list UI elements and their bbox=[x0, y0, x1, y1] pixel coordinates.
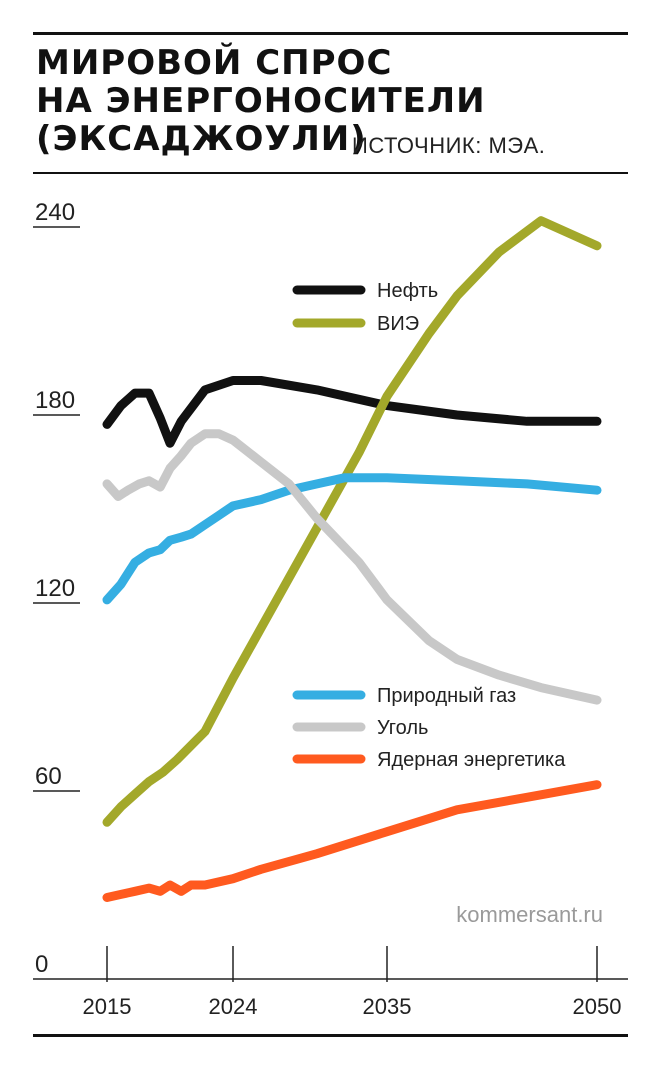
x-tick-label: 2050 bbox=[573, 994, 622, 1019]
x-axis: 2015 2024 2035 2050 bbox=[33, 946, 628, 1019]
legend-label: Нефть bbox=[377, 280, 438, 302]
title-line-1: МИРОВОЙ СПРОС bbox=[36, 43, 393, 83]
x-tick-label: 2035 bbox=[363, 994, 412, 1019]
x-tick-label: 2024 bbox=[209, 994, 258, 1019]
x-tick-label: 2015 bbox=[83, 994, 132, 1019]
y-axis-ticks: 0 60 120 180 240 bbox=[33, 199, 80, 978]
title-line-3: (ЭКСАДЖОУЛИ) bbox=[36, 119, 367, 159]
series-line bbox=[102, 376, 602, 448]
chart-title: МИРОВОЙ СПРОС НА ЭНЕРГОНОСИТЕЛИ (ЭКСАДЖО… bbox=[36, 44, 486, 158]
series-line bbox=[102, 216, 602, 827]
legend-label: Природный газ bbox=[377, 685, 516, 707]
series-line bbox=[102, 429, 602, 705]
series-line bbox=[102, 780, 602, 902]
watermark: kommersant.ru bbox=[456, 902, 603, 927]
y-tick-label: 240 bbox=[35, 199, 75, 226]
y-tick-label: 0 bbox=[35, 951, 48, 978]
legend-label: Уголь bbox=[377, 717, 428, 739]
y-tick-label: 60 bbox=[35, 763, 62, 790]
bottom-rule bbox=[33, 1034, 628, 1037]
source-note: ИСТОЧНИК: МЭА. bbox=[352, 133, 546, 158]
title-line-2: НА ЭНЕРГОНОСИТЕЛИ bbox=[36, 81, 486, 121]
y-tick-label: 120 bbox=[35, 575, 75, 602]
legend: Нефть ВИЭ Природный газ Уголь Ядерная энерге… bbox=[292, 280, 566, 771]
legend-label: Ядерная энергетика bbox=[377, 749, 566, 771]
header-rule bbox=[33, 172, 628, 174]
series-line bbox=[102, 473, 602, 605]
legend-label: ВИЭ bbox=[377, 313, 419, 335]
series-lines bbox=[102, 216, 602, 902]
top-rule bbox=[33, 32, 628, 35]
y-tick-label: 180 bbox=[35, 387, 75, 414]
